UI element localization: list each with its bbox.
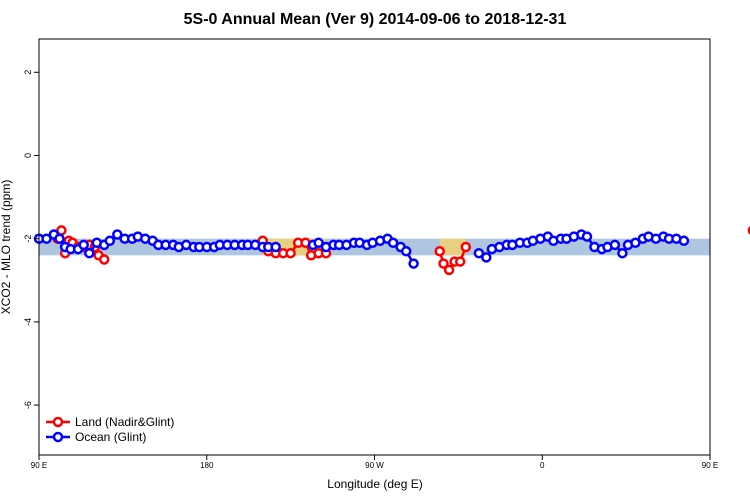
ocean-series-point	[408, 258, 419, 269]
land-series-2	[434, 241, 472, 276]
y-tick-label: -2	[23, 235, 33, 243]
x-tick-label: 0	[540, 461, 545, 470]
legend-label-ocean: Ocean (Glint)	[75, 430, 146, 444]
ocean-series-point	[78, 239, 89, 251]
ocean-series-point	[112, 229, 123, 240]
ocean-series-point	[481, 252, 492, 263]
land-series-point	[285, 247, 296, 259]
legend-label-land: Land (Nadir&Glint)	[75, 415, 174, 429]
land-series-point	[460, 241, 472, 253]
legend-marker-land	[52, 416, 64, 428]
x-tick-label: 90 E	[702, 461, 718, 470]
ocean-series-point	[54, 233, 65, 244]
y-axis: 2 0 -2 -4 -6	[23, 70, 39, 409]
y-axis-label: XCO2 - MLO trend (ppm)	[0, 180, 13, 315]
ocean-series-point	[400, 245, 412, 257]
ocean-series-point	[270, 241, 281, 253]
land-series-point	[98, 254, 110, 265]
ocean-series-point	[581, 231, 593, 242]
ocean-series-point	[313, 237, 324, 249]
y-tick-label: -6	[23, 401, 33, 409]
chart-title: 5S-0 Annual Mean (Ver 9) 2014-09-06 to 2…	[184, 11, 567, 28]
y-tick-label: 2	[23, 70, 33, 75]
x-axis: 90 E 180 90 W 0 90 E	[31, 455, 718, 470]
land-series-point	[438, 258, 449, 269]
land-series-point	[454, 256, 466, 267]
ocean-series-0	[33, 229, 281, 259]
ocean-series-point	[387, 237, 399, 249]
legend-item-land: Land (Nadir&Glint)	[46, 415, 174, 429]
y-tick-label: 0	[23, 153, 33, 158]
ocean-series-point	[609, 239, 621, 251]
land-series-point	[434, 245, 445, 257]
x-axis-label: Longitude (deg E)	[327, 477, 422, 491]
plot-area	[33, 225, 750, 276]
ocean-series-2	[473, 229, 690, 263]
legend-marker-ocean	[52, 431, 64, 443]
x-tick-label: 90 W	[365, 461, 384, 470]
land-series-point	[443, 264, 455, 276]
x-tick-label: 180	[200, 461, 214, 470]
ocean-series-point	[630, 237, 641, 249]
x-tick-label: 90 E	[31, 461, 47, 470]
ocean-series-point	[473, 247, 485, 259]
y-tick-label: -4	[23, 318, 33, 326]
legend: Land (Nadir&Glint) Ocean (Glint)	[46, 415, 174, 444]
ocean-series-point	[104, 235, 116, 247]
land-band-1	[439, 238, 466, 256]
ocean-series-1	[307, 233, 419, 269]
ocean-series-point	[678, 235, 690, 247]
legend-item-ocean: Ocean (Glint)	[46, 430, 146, 444]
ocean-series-point	[617, 247, 628, 259]
ocean-series-point	[41, 233, 52, 244]
ocean-series-point	[84, 247, 95, 259]
